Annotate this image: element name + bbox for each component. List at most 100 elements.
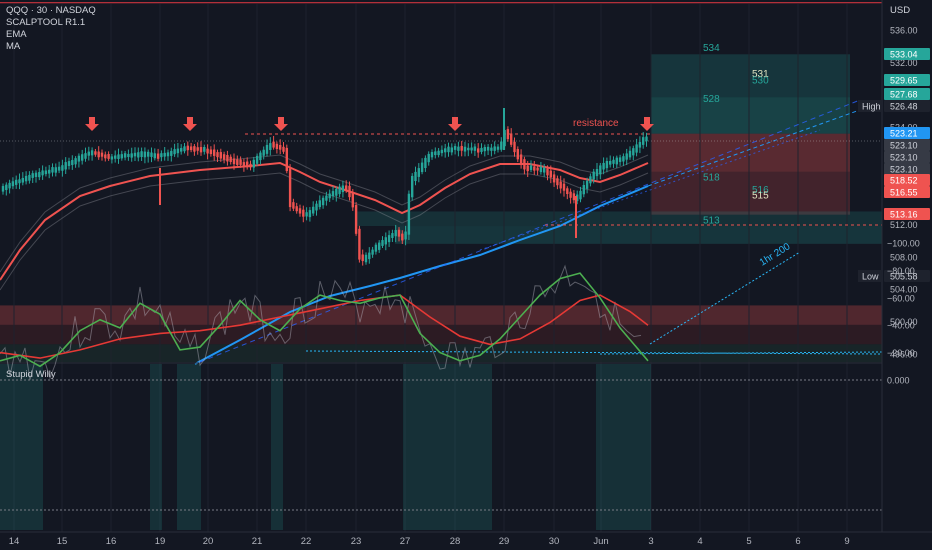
currency-label[interactable]: USD <box>890 5 911 16</box>
target-zone-lower <box>651 97 850 134</box>
candle-body <box>434 151 437 156</box>
candle-body <box>625 153 628 160</box>
lower-red-band <box>0 305 882 325</box>
candle-body <box>612 159 615 164</box>
signal-arrow-stem-4 <box>644 117 650 124</box>
price-label-7: 523.10 <box>890 165 918 175</box>
indicator-label-scalptool[interactable]: SCALPTOOL R1.1 <box>6 17 86 28</box>
price-label-8: 518.52 <box>890 176 918 186</box>
candle-body <box>569 191 572 198</box>
candle-body <box>453 146 457 150</box>
ema-band-lower <box>0 172 649 291</box>
symbol-label[interactable]: QQQ · 30 · NASDAQ <box>6 5 96 16</box>
candle-body <box>242 162 246 166</box>
candle-body <box>77 155 81 162</box>
candle-body <box>48 169 51 174</box>
level-label-528: 528 <box>703 94 720 105</box>
price-label-bg-10 <box>884 208 930 220</box>
candle-body <box>576 194 579 202</box>
trendline-long <box>199 99 861 363</box>
candle-body <box>602 162 605 170</box>
price-axis[interactable]: 536.00532.00524.00520.00516.00512.00508.… <box>858 0 932 550</box>
price-tick-8: 500.00 <box>890 317 918 327</box>
candle-body <box>288 168 292 208</box>
candle-body <box>44 170 48 175</box>
price-label-bg-8 <box>884 174 930 186</box>
price-label-6: 523.10 <box>890 153 918 163</box>
level-label-518: 518 <box>703 173 720 184</box>
candle-body <box>618 157 622 162</box>
candle-body <box>592 171 595 180</box>
candle-body <box>183 146 186 152</box>
candle-body <box>156 153 160 159</box>
indicator-label-ema[interactable]: EMA <box>6 29 27 40</box>
top-red-line <box>0 2 932 4</box>
signal-arrow-stem-3 <box>452 117 458 124</box>
candle-body <box>523 159 526 170</box>
candle-body <box>117 154 120 159</box>
candle-body <box>186 145 189 151</box>
candle-body <box>41 170 44 176</box>
stop-zone-upper <box>651 133 850 172</box>
candle-body <box>526 165 529 172</box>
candle-body <box>38 172 41 178</box>
price-label-bg-2 <box>884 88 930 100</box>
price-label-bg-0 <box>884 48 930 60</box>
candle-body <box>104 154 107 159</box>
candle-body <box>354 205 358 234</box>
candle-body <box>536 167 539 171</box>
level-label-534: 534 <box>703 43 720 54</box>
candle-body <box>546 168 549 176</box>
candle-body <box>107 154 110 159</box>
level-label-515: 515 <box>752 190 769 201</box>
candle-body <box>252 159 255 168</box>
candle-body <box>335 188 338 196</box>
time-tick-9: 28 <box>450 536 461 547</box>
candle-body <box>348 185 351 198</box>
candle-body <box>312 206 315 214</box>
candle-body <box>206 148 209 154</box>
candle-body <box>500 141 503 150</box>
candle-body <box>90 150 94 156</box>
candle-body <box>384 237 387 245</box>
time-tick-4: 20 <box>203 536 214 547</box>
price-label-10: 513.16 <box>890 210 918 220</box>
candle-body <box>338 186 341 195</box>
level-label-513: 513 <box>703 216 720 227</box>
price-label-9: 516.55 <box>890 188 918 198</box>
price-label-5: 523.10 <box>890 141 918 151</box>
candle-body <box>213 149 216 156</box>
price-label-1: 529.65 <box>890 76 918 86</box>
candle-body <box>315 203 318 211</box>
candle-body <box>130 153 133 158</box>
price-zones <box>0 54 882 363</box>
candle-body <box>645 136 648 142</box>
signal-arrow-4 <box>640 124 654 131</box>
candle-body <box>417 168 420 177</box>
candle-body <box>199 147 203 153</box>
ema-line <box>0 161 649 281</box>
level-label-516: 516 <box>752 185 769 196</box>
candle-body <box>325 195 328 201</box>
candle-body <box>345 185 348 191</box>
candle-body <box>170 150 173 156</box>
indicator-label-ma[interactable]: MA <box>6 41 21 52</box>
candle-body <box>516 149 519 160</box>
oscillator-label[interactable]: Stupid Willy <box>6 369 56 380</box>
candle-body <box>411 175 414 198</box>
signal-arrow-3 <box>448 124 462 131</box>
price-label-bg-9 <box>884 186 930 198</box>
price-label-bg-3 <box>884 100 930 112</box>
candle-body <box>529 165 533 170</box>
candle-body <box>140 151 143 157</box>
candle-body <box>371 249 374 255</box>
time-tick-0: 14 <box>9 536 20 547</box>
osc-tick-4: −80.00 <box>887 266 915 276</box>
price-label-4: 523.21 <box>890 129 918 139</box>
osc-tick-3: −60.00 <box>887 293 915 303</box>
price-tick-5: 512.00 <box>890 220 918 230</box>
price-label-bg-5 <box>884 139 930 151</box>
time-axis[interactable]: 14 15 16 19 20 21 22 23 27 28 29 30 Jun 3 4 5 6 9 <box>0 531 932 550</box>
